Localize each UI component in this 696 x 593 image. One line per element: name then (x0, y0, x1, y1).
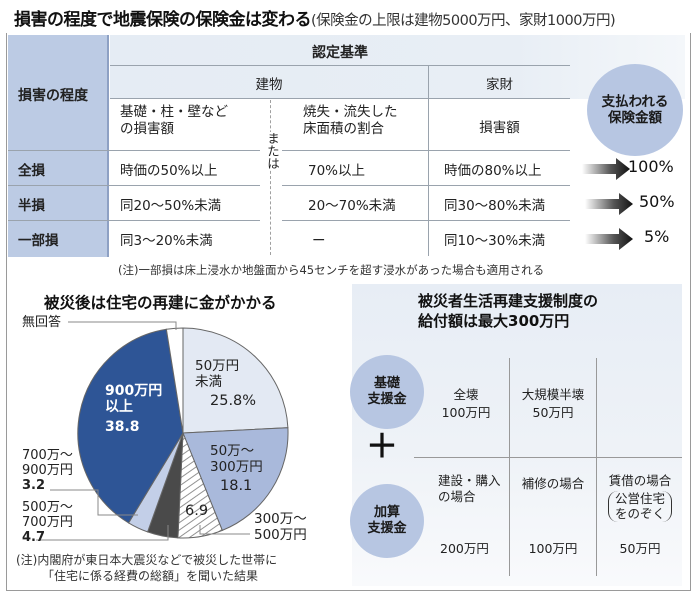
subheader-floor-area: 焼失・流失した 床面積の割合 (303, 104, 398, 137)
additional-amount-rental: 50万円 (619, 541, 661, 556)
additional-item-rental: 賃借の場合 公営住宅 をのぞく (607, 473, 672, 522)
pie-chart (36, 321, 289, 541)
arrow-right-icon (585, 228, 633, 250)
row-floor-area: 70%以上 (308, 163, 366, 179)
label-300-500: 300万〜 500万円 (254, 511, 307, 543)
arrow-right-icon (585, 193, 633, 215)
label-300-500-value: 6.9 (185, 503, 209, 519)
row-building-damage: 同20〜50%未満 (120, 198, 222, 214)
basic-item-full-destruction: 全壊 100万円 (441, 387, 491, 420)
building-header: 建物 (255, 77, 283, 93)
row-contents: 同10〜30%未満 (444, 233, 546, 249)
subheader-building-damage: 基礎・柱・壁など の損害額 (120, 104, 228, 137)
pie-slice-no-answer (165, 327, 184, 434)
row-payout: 100% (628, 157, 674, 176)
divider (110, 65, 570, 66)
divider (596, 358, 597, 576)
row-level: 全損 (18, 163, 45, 179)
label-no-answer: 無回答 (22, 315, 62, 330)
pie-title: 被災後は住宅の再建に金がかかる (44, 294, 277, 312)
label-over900: 900万円 以上 38.8 (105, 383, 163, 436)
contents-header: 家財 (486, 77, 513, 93)
divider (282, 220, 570, 221)
or-label: または (262, 132, 280, 170)
row-building-damage: 時価の50%以上 (120, 163, 218, 179)
title-sub: (保険金の上限は建物5000万円、家財1000万円) (311, 13, 616, 29)
row-payout: 50% (639, 192, 675, 211)
or-dashed-line (270, 100, 271, 255)
label-500-700: 500万〜 700万円 4.7 (22, 500, 73, 545)
divider (8, 220, 260, 221)
basic-item-large-half-destruction: 大規模半壊 50万円 (521, 387, 585, 420)
label-700-900: 700万〜 900万円 3.2 (22, 448, 73, 493)
divider (8, 185, 260, 186)
arrow-right-icon (582, 158, 630, 180)
group-header: 認定基準 (312, 45, 368, 61)
pie-note: (注)内閣府が東日本大震災などで被災した世帯に 「住宅に係る経費の総額」を聞いた… (16, 553, 278, 583)
divider (428, 66, 429, 256)
basic-support-circle: 基礎 支援金 (350, 355, 424, 429)
rental-exception-note: 公営住宅 をのぞく (607, 490, 672, 522)
additional-amount-repair: 100万円 (528, 541, 578, 556)
title-main: 損害の程度で地震保険の保険金は変わる (14, 10, 312, 30)
divider (282, 150, 570, 151)
divider (282, 185, 570, 186)
row-level: 一部損 (18, 233, 59, 249)
additional-amount-construction: 200万円 (440, 541, 489, 556)
row-floor-area: 20〜70%未満 (308, 198, 396, 214)
additional-item-construction: 建設・購入 の場合 (438, 473, 501, 504)
page-title: 損害の程度で地震保険の保険金は変わる(保険金の上限は建物5000万円、家財100… (14, 5, 616, 30)
payout-header-circle: 支払われる 保険金額 (587, 64, 683, 156)
row-contents: 時価の80%以上 (444, 163, 542, 179)
divider (8, 150, 260, 151)
divider (414, 457, 682, 458)
divider (110, 98, 570, 99)
divider (509, 358, 510, 576)
outer-frame (6, 33, 691, 591)
subheader-contents-damage: 損害額 (479, 120, 520, 136)
support-title: 被災者生活再建支援制度の 給付額は最大300万円 (418, 292, 599, 330)
label-under50: 50万円 未満 25.8% (195, 358, 257, 410)
table-header-band (110, 35, 685, 99)
row-header-column (8, 35, 109, 257)
additional-item-repair: 補修の場合 (521, 476, 585, 491)
row-floor-area: ー (312, 233, 326, 249)
row-contents: 同30〜80%未満 (444, 198, 546, 214)
row-payout: 5% (644, 227, 670, 246)
row-building-damage: 同3〜20%未満 (120, 233, 213, 249)
additional-support-circle: 加算 支援金 (350, 484, 424, 558)
pie-slice-50-300 (182, 427, 289, 532)
row-level: 半損 (18, 198, 45, 214)
table-note: (注)一部損は床上浸水か地盤面から45センチを超す浸水があった場合も適用される (118, 263, 545, 277)
pie-slice-under50 (182, 327, 289, 434)
label-50-300: 50万〜 300万円 18.1 (210, 443, 263, 495)
row-header-label: 損害の程度 (18, 88, 88, 104)
pie-slice-over900 (77, 328, 184, 524)
plus-icon: ＋ (366, 427, 399, 465)
